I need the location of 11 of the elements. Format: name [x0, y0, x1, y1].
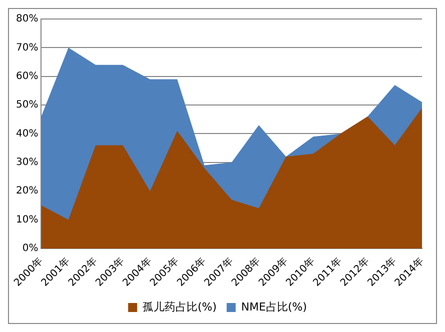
legend-label: 孤儿药占比(%) — [142, 300, 217, 314]
y-tick-label: 70% — [16, 42, 38, 54]
y-tick-label: 40% — [16, 128, 38, 140]
y-tick-label: 60% — [16, 70, 38, 82]
legend-label: NME占比(%) — [241, 300, 307, 314]
y-tick-label: 50% — [16, 100, 38, 111]
y-tick-label: 10% — [16, 214, 38, 226]
y-tick-label: 30% — [16, 157, 38, 168]
y-tick-label: 0% — [22, 243, 38, 254]
y-tick-label: 20% — [16, 186, 38, 197]
y-tick-label: 80% — [16, 14, 38, 25]
